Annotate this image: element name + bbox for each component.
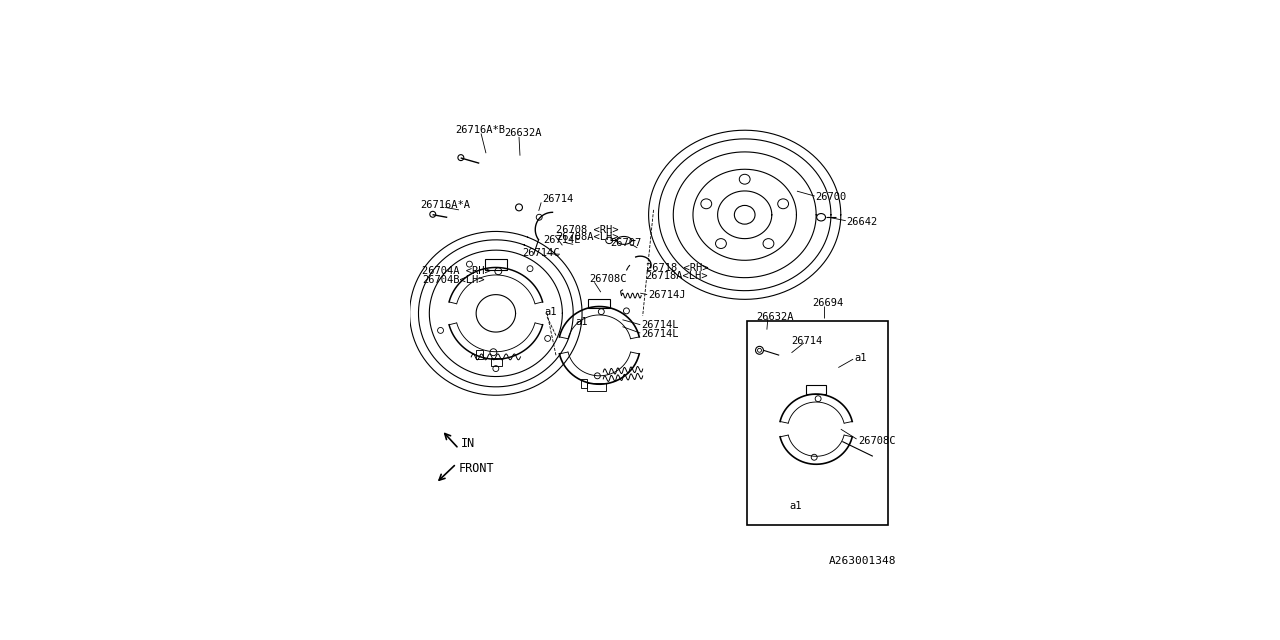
Bar: [806, 385, 826, 394]
Text: 26708C: 26708C: [590, 274, 627, 284]
Text: 26716A*B: 26716A*B: [454, 125, 504, 135]
Text: 26718A<LH>: 26718A<LH>: [645, 271, 708, 281]
Text: 26694: 26694: [813, 298, 844, 308]
Text: 26716A*A: 26716A*A: [420, 200, 471, 210]
Text: 26714L: 26714L: [641, 320, 678, 330]
Text: a1: a1: [544, 307, 557, 317]
Text: 26632A: 26632A: [504, 129, 541, 138]
Text: 26708A<LH>: 26708A<LH>: [557, 232, 620, 242]
Text: 26708C: 26708C: [858, 436, 896, 447]
Bar: [748, 321, 887, 525]
Bar: [589, 298, 611, 308]
Text: 26714: 26714: [791, 337, 823, 346]
Text: 26642: 26642: [846, 217, 878, 227]
Text: 26632A: 26632A: [756, 312, 794, 322]
Text: 26700: 26700: [815, 192, 847, 202]
Text: 26718 <RH>: 26718 <RH>: [645, 264, 708, 273]
Text: 26714J: 26714J: [648, 290, 686, 300]
Text: a1: a1: [855, 353, 867, 363]
Bar: [476, 350, 483, 359]
Text: FRONT: FRONT: [460, 462, 494, 475]
Text: IN: IN: [461, 437, 476, 451]
Text: a1: a1: [575, 317, 588, 327]
Text: 26714L: 26714L: [641, 328, 678, 339]
Text: 26707: 26707: [611, 238, 641, 248]
Bar: [588, 383, 605, 390]
Text: a1: a1: [788, 500, 801, 511]
Text: 26704A <RH>: 26704A <RH>: [422, 266, 490, 276]
Bar: [581, 379, 588, 388]
Text: 26714: 26714: [543, 194, 573, 204]
Text: 26714C: 26714C: [522, 248, 559, 258]
Text: 26704B<LH>: 26704B<LH>: [422, 275, 484, 285]
Bar: [492, 358, 502, 366]
Bar: [485, 259, 507, 270]
Text: 26714E: 26714E: [544, 236, 581, 245]
Text: 26708 <RH>: 26708 <RH>: [557, 225, 620, 235]
Text: A263001348: A263001348: [829, 556, 896, 566]
